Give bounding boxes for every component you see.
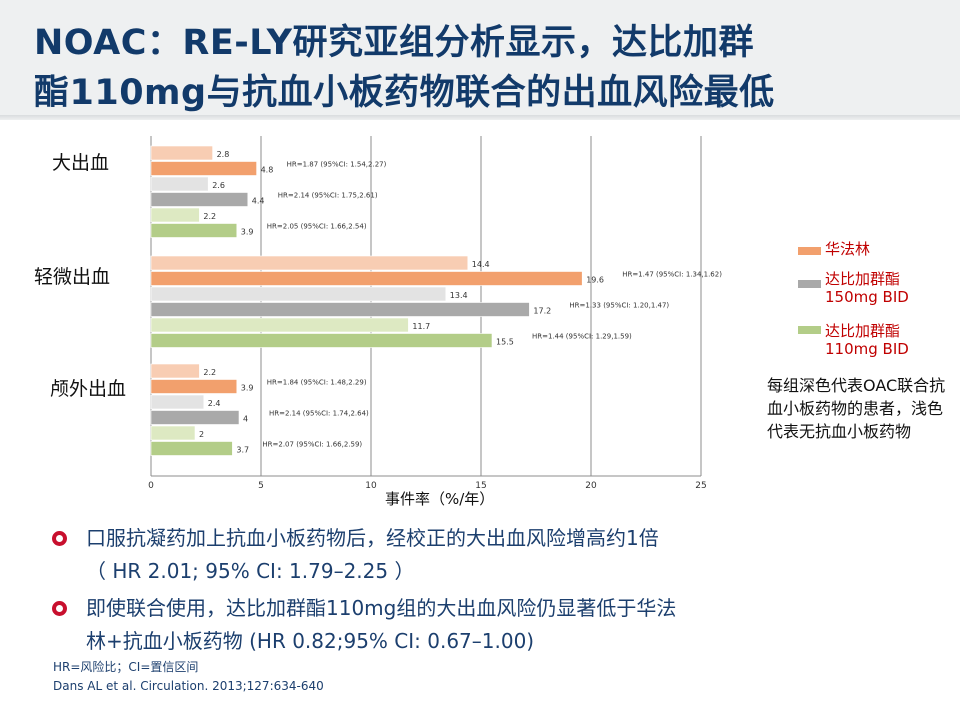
- bar-extracranial-bleeding-warfarin-dark: [150, 379, 238, 394]
- category-label-major-bleeding: 大出血: [52, 152, 110, 174]
- hr-annotation-major-bleeding-2: HR=2.14 (95%CI: 1.75,2.61): [278, 192, 378, 200]
- hr-annotation-major-bleeding-3: HR=2.05 (95%CI: 1.66,2.54): [267, 223, 367, 231]
- legend-note: 每组深色代表OAC联合抗血小板药物的患者，浅色代表无抗血小板药物: [767, 376, 946, 441]
- value-label-major-bleeding-d150-dark: 4.4: [252, 197, 265, 206]
- bullet-2-line-1: 即使联合使用，达比加群酯110mg组的大出血风险仍显著低于华法: [86, 596, 677, 620]
- page-title-line-2: 酯110mg与抗血小板药物联合的出血风险最低: [34, 73, 775, 113]
- bar-major-bleeding-d110-dark: [150, 223, 238, 238]
- footnote-abbreviations: HR=风险比；CI=置信区间: [53, 660, 199, 674]
- x-axis-label: 事件率（%/年）: [385, 490, 495, 508]
- value-label-major-bleeding-warfarin-dark: 4.8: [261, 166, 274, 175]
- bar-minor-bleeding-d110-light: [150, 317, 409, 333]
- bar-minor-bleeding-d110-dark: [150, 333, 493, 348]
- value-label-major-bleeding-d110-light: 2.2: [203, 212, 216, 221]
- bar-extracranial-bleeding-d110-dark: [150, 441, 233, 456]
- hr-annotation-minor-bleeding-1: HR=1.47 (95%CI: 1.34,1.62): [622, 271, 722, 279]
- bullet-text-1: 口服抗凝药加上抗血小板药物后，经校正的大出血风险增高约1倍 （ HR 2.01;…: [86, 522, 926, 588]
- x-tick-label-0: 0: [148, 481, 154, 490]
- bar-extracranial-bleeding-d110-light: [150, 425, 196, 441]
- x-tick-label-20: 20: [585, 481, 597, 490]
- bar-major-bleeding-d150-dark: [150, 192, 249, 207]
- value-label-extracranial-bleeding-d110-dark: 3.7: [236, 446, 249, 455]
- title-band: NOAC：RE-LY研究亚组分析显示，达比加群 酯110mg与抗血小板药物联合的…: [0, 0, 960, 120]
- value-label-major-bleeding-warfarin-light: 2.8: [217, 150, 230, 159]
- bar-minor-bleeding-warfarin-light: [150, 255, 469, 271]
- bar-major-bleeding-warfarin-dark: [150, 161, 257, 176]
- hr-annotation-major-bleeding-1: HR=1.87 (95%CI: 1.54,2.27): [287, 161, 387, 169]
- bar-minor-bleeding-warfarin-dark: [150, 271, 583, 286]
- bullet-marker-2: [52, 601, 67, 616]
- hr-annotation-extracranial-bleeding-3: HR=2.07 (95%CI: 1.66,2.59): [262, 441, 362, 449]
- value-label-extracranial-bleeding-warfarin-dark: 3.9: [241, 384, 254, 393]
- value-label-minor-bleeding-d150-light: 13.4: [450, 291, 468, 300]
- legend-label-warfarin: 华法林: [825, 240, 871, 258]
- hr-annotation-minor-bleeding-3: HR=1.44 (95%CI: 1.29,1.59): [532, 333, 632, 341]
- value-label-minor-bleeding-d150-dark: 17.2: [533, 307, 551, 316]
- hr-annotation-minor-bleeding-2: HR=1.33 (95%CI: 1.20,1.47): [569, 302, 669, 310]
- bar-extracranial-bleeding-warfarin-light: [150, 363, 200, 379]
- bullet-1-line-1: 口服抗凝药加上抗血小板药物后，经校正的大出血风险增高约1倍: [86, 526, 659, 550]
- value-label-extracranial-bleeding-d150-light: 2.4: [208, 399, 221, 408]
- value-label-minor-bleeding-warfarin-dark: 19.6: [586, 276, 604, 285]
- x-tick-label-25: 25: [695, 481, 706, 490]
- value-label-extracranial-bleeding-d110-light: 2: [199, 430, 204, 439]
- legend-swatch-warfarin: [798, 247, 821, 255]
- x-tick-label-15: 15: [475, 481, 486, 490]
- bar-minor-bleeding-d150-light: [150, 286, 447, 302]
- x-tick-label-5: 5: [258, 481, 264, 490]
- bar-major-bleeding-d150-light: [150, 176, 209, 192]
- x-tick-label-10: 10: [365, 481, 377, 490]
- category-label-extracranial-bleeding: 颅外出血: [50, 378, 127, 400]
- page-title-line-1: NOAC：RE-LY研究亚组分析显示，达比加群: [34, 23, 754, 63]
- footnote-reference: Dans AL et al. Circulation. 2013;127:634…: [53, 679, 324, 693]
- value-label-minor-bleeding-d110-dark: 15.5: [496, 338, 514, 347]
- bullet-marker-1: [52, 531, 67, 546]
- legend-label-dabigatran-110: 达比加群酯 110mg BID: [825, 322, 909, 358]
- bar-major-bleeding-d110-light: [150, 207, 200, 223]
- category-label-minor-bleeding: 轻微出血: [34, 266, 111, 288]
- legend-label-dabigatran-150: 达比加群酯 150mg BID: [825, 270, 909, 306]
- hr-annotation-extracranial-bleeding-2: HR=2.14 (95%CI: 1.74,2.64): [269, 410, 369, 418]
- bar-major-bleeding-warfarin-light: [150, 145, 213, 161]
- value-label-minor-bleeding-warfarin-light: 14.4: [472, 260, 490, 269]
- bar-extracranial-bleeding-d150-dark: [150, 410, 240, 425]
- value-label-minor-bleeding-d110-light: 11.7: [412, 322, 430, 331]
- hr-annotation-extracranial-bleeding-1: HR=1.84 (95%CI: 1.48,2.29): [267, 379, 367, 387]
- value-label-extracranial-bleeding-d150-dark: 4: [243, 415, 248, 424]
- bullet-1-line-2: （ HR 2.01; 95% CI: 1.79–2.25 ）: [86, 559, 415, 583]
- legend-swatch-dabigatran-150: [798, 280, 821, 288]
- value-label-major-bleeding-d150-light: 2.6: [212, 181, 225, 190]
- bar-minor-bleeding-d150-dark: [150, 302, 530, 317]
- value-label-major-bleeding-d110-dark: 3.9: [241, 228, 254, 237]
- bar-extracranial-bleeding-d150-light: [150, 394, 205, 410]
- bullet-text-2: 即使联合使用，达比加群酯110mg组的大出血风险仍显著低于华法 林+抗血小板药物…: [86, 592, 926, 658]
- value-label-extracranial-bleeding-warfarin-light: 2.2: [203, 368, 216, 377]
- bar-chart: 0 5 10 15 20 25 2.8 14.4 2.2 4.8 19.6 3.9 2.6 13.4 2.4…: [148, 136, 722, 490]
- bullet-2-line-2: 林+抗血小板药物 (HR 0.82;95% CI: 0.67–1.00): [86, 629, 535, 653]
- legend-swatch-dabigatran-110: [798, 326, 821, 334]
